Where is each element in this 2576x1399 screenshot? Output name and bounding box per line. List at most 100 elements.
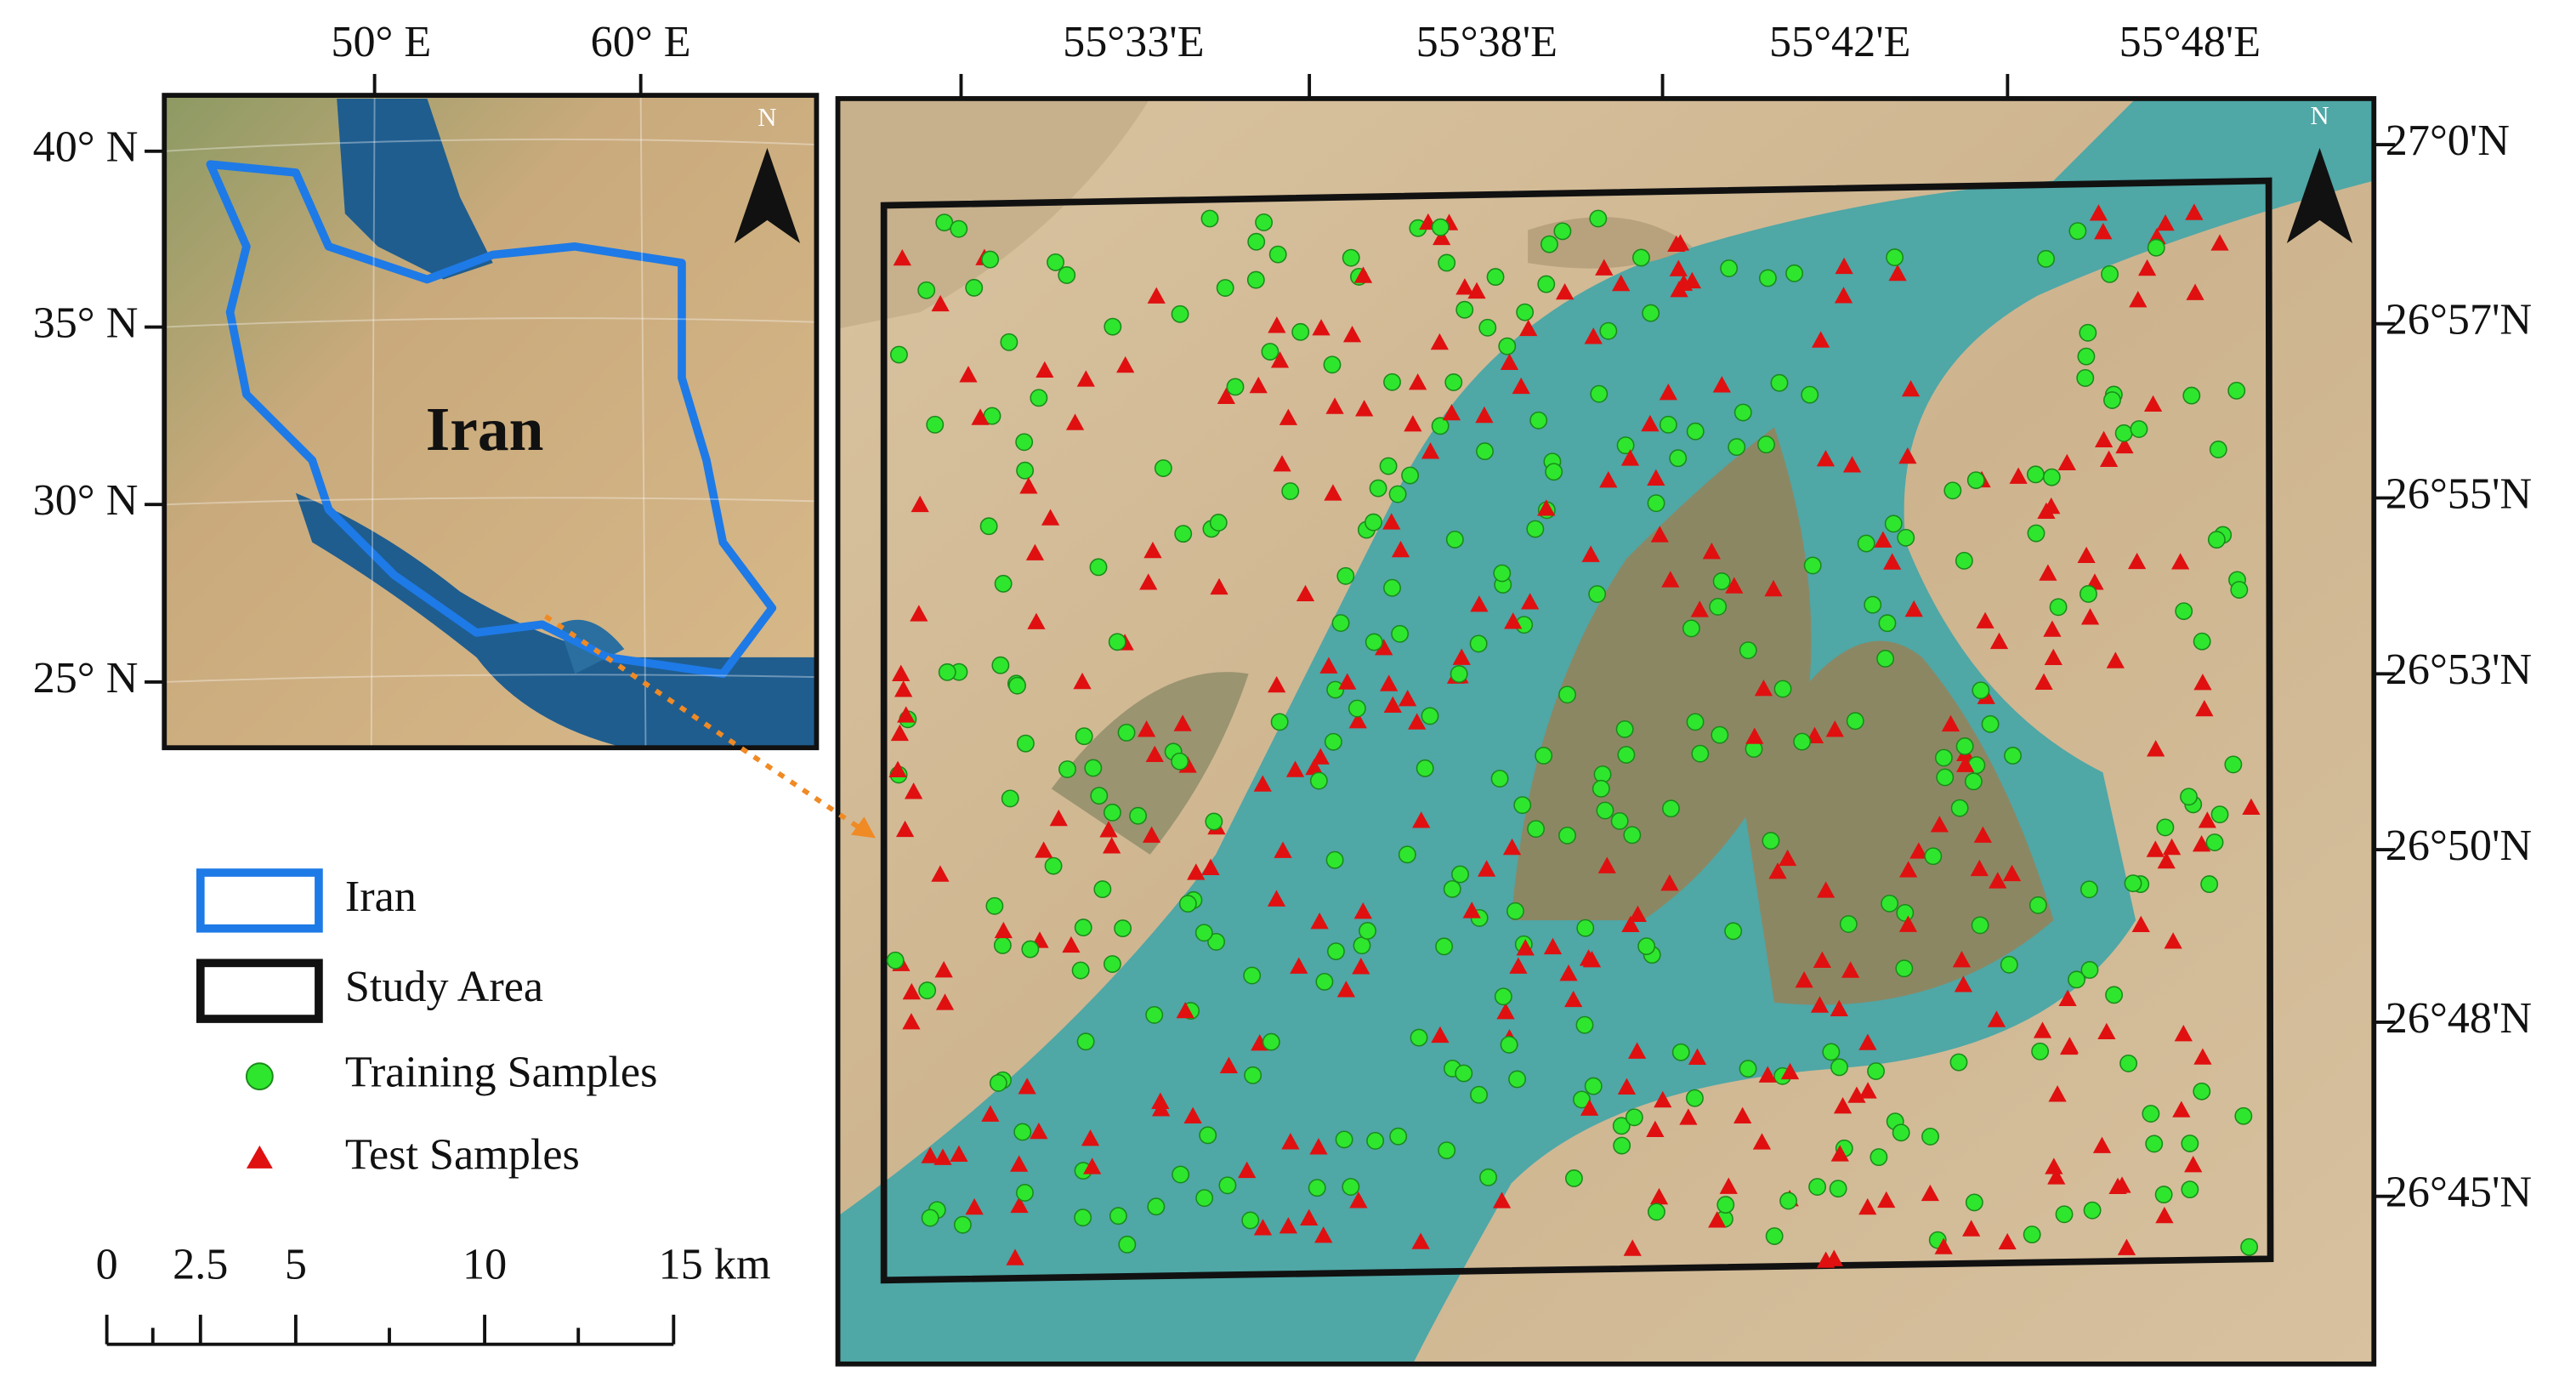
test-sample [1391, 540, 1410, 558]
north-arrow [734, 147, 801, 243]
training-sample [1246, 270, 1265, 289]
y-tick-label: 35° N [33, 299, 139, 348]
north-label: N [757, 102, 776, 132]
training-sample [1839, 915, 1858, 933]
training-sample [889, 345, 908, 364]
test-sample [1201, 858, 1220, 875]
test-sample [1404, 415, 1422, 432]
x-tick-label: 60° E [591, 18, 691, 66]
training-sample [2182, 386, 2201, 405]
training-sample [1199, 1126, 1217, 1145]
training-sample [1516, 303, 1535, 321]
training-sample [1966, 471, 1985, 490]
test-sample [1477, 860, 1496, 877]
training-sample [1592, 779, 1610, 798]
test-sample [1899, 861, 1918, 878]
test-sample [1349, 1191, 1368, 1208]
test-sample [1312, 319, 1331, 336]
training-sample [2210, 805, 2229, 824]
test-sample [1674, 274, 1694, 291]
test-sample [1399, 690, 1417, 707]
test-sample [1904, 600, 1923, 617]
test-sample [1183, 1106, 1202, 1123]
y-tick-label: 26°53'N [2386, 645, 2532, 694]
training-sample [1610, 811, 1629, 830]
training-sample [2240, 1237, 2259, 1256]
scale-label: 15 km [659, 1241, 771, 1289]
training-sample [1147, 1197, 1166, 1216]
training-sample [1438, 253, 1456, 272]
test-sample [1496, 1003, 1515, 1020]
training-sample [1044, 856, 1063, 875]
training-sample [1870, 1148, 1888, 1166]
training-sample [1540, 235, 1558, 253]
training-sample [1659, 415, 1677, 434]
training-sample [1129, 806, 1148, 825]
training-sample [1016, 1184, 1034, 1202]
test-sample [1217, 387, 1235, 404]
training-sample [1950, 799, 1969, 817]
training-sample [917, 281, 936, 299]
test-sample [935, 993, 955, 1010]
test-sample [971, 408, 990, 425]
test-sample [1599, 471, 1618, 488]
training-sample [2200, 875, 2219, 894]
training-sample [2028, 896, 2047, 914]
test-sample [2193, 1048, 2212, 1065]
test-sample [1270, 351, 1290, 368]
training-sample [1576, 918, 1595, 937]
test-sample [1708, 1211, 1727, 1228]
test-sample [2080, 608, 2100, 625]
training-sample [2068, 970, 2085, 989]
test-sample [2155, 1206, 2174, 1224]
test-sample [1834, 287, 1853, 304]
test-sample [1998, 1232, 2017, 1250]
test-sample [933, 1148, 952, 1165]
test-sample [2186, 283, 2204, 300]
legend-swatch [245, 1062, 274, 1091]
scale-bar [105, 1314, 676, 1346]
test-sample [1877, 1191, 1896, 1208]
training-sample [2207, 531, 2226, 549]
training-sample [2031, 1042, 2050, 1061]
test-sample [1537, 499, 1556, 516]
test-sample [965, 1197, 984, 1215]
test-sample [1210, 577, 1228, 595]
test-sample [1253, 775, 1272, 792]
scale-label: 2.5 [173, 1241, 228, 1289]
training-sample [1118, 1235, 1137, 1254]
training-sample [1623, 826, 1642, 845]
training-sample [1114, 919, 1132, 938]
training-sample [1936, 768, 1955, 787]
training-sample [1154, 459, 1172, 477]
test-sample [1888, 264, 1907, 282]
training-sample [1575, 1015, 1594, 1034]
training-sample [1682, 619, 1700, 638]
training-sample [1757, 435, 1775, 454]
test-sample [1758, 1066, 1777, 1083]
training-sample [1476, 442, 1494, 461]
test-sample [1745, 727, 1764, 744]
test-sample [1300, 1208, 1319, 1226]
training-sample [1613, 1136, 1631, 1155]
training-sample [1431, 417, 1450, 435]
training-sample [2181, 1135, 2199, 1152]
test-sample [2115, 436, 2134, 454]
training-sample [1739, 1060, 1757, 1078]
test-sample [1353, 902, 1372, 919]
training-sample [1171, 304, 1189, 323]
test-sample [1795, 971, 1813, 988]
training-sample [1884, 515, 1903, 533]
training-sample [1612, 1117, 1631, 1135]
training-sample [1709, 597, 1728, 616]
test-sample [1073, 672, 1092, 690]
test-sample [1455, 278, 1474, 295]
test-sample [2057, 453, 2076, 471]
training-sample [1391, 624, 1410, 643]
training-sample [1268, 245, 1287, 264]
test-sample [1253, 1219, 1273, 1236]
test-sample [1898, 915, 1918, 932]
test-sample [1219, 1056, 1239, 1074]
legend-swatch [196, 958, 323, 1023]
test-sample [1353, 266, 1373, 283]
